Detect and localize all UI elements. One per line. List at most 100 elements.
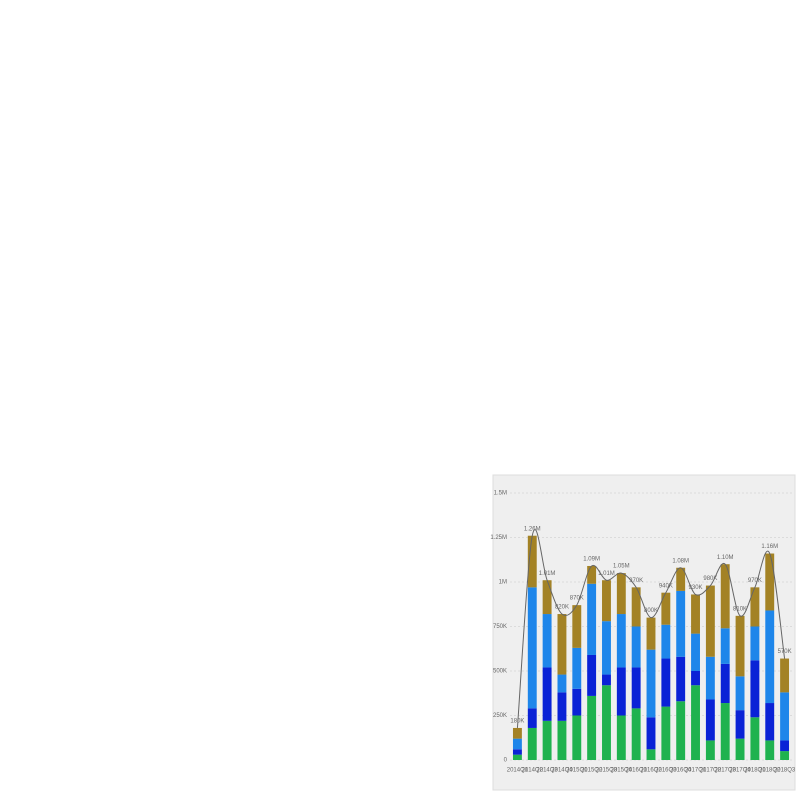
- data-label: 1.26M: [524, 526, 541, 532]
- data-label: 1.10M: [717, 555, 734, 561]
- bar-segment: [720, 628, 730, 664]
- bar-segment: [631, 667, 641, 709]
- bar-segment: [527, 727, 537, 760]
- bar-segment: [616, 667, 626, 716]
- bar-segment: [765, 703, 775, 741]
- data-label: 1.09M: [583, 557, 600, 563]
- bar-segment: [765, 553, 775, 611]
- bar-segment: [616, 573, 626, 615]
- x-tick-label: 2018Q3: [774, 768, 796, 774]
- bar-segment: [542, 580, 552, 615]
- bar-segment: [780, 658, 790, 693]
- data-label: 930K: [689, 585, 703, 591]
- bar-segment: [765, 610, 775, 704]
- y-tick-label: 1.25M: [490, 535, 507, 541]
- total-line: [516, 529, 786, 728]
- data-label: 1.05M: [613, 564, 630, 570]
- data-label: 940K: [659, 583, 673, 589]
- bar-segment: [691, 633, 700, 671]
- bar-segment: [616, 715, 626, 760]
- bar-segment: [557, 692, 567, 721]
- bar-segment: [735, 676, 745, 711]
- bar-segment: [705, 740, 715, 760]
- bar-segment: [512, 754, 522, 760]
- bar-segment: [646, 717, 656, 750]
- x-tick-label: 2014Q3: [536, 768, 558, 774]
- chart-panel: [492, 474, 796, 791]
- bar-segment: [691, 671, 700, 686]
- bar-segment: [646, 749, 656, 760]
- bar-segment: [735, 738, 745, 760]
- bar-segment: [557, 614, 567, 675]
- bar-segment: [661, 658, 671, 707]
- data-label: 180K: [510, 719, 524, 725]
- data-label: 570K: [778, 649, 792, 655]
- bar-segment: [557, 720, 567, 760]
- x-tick-label: 2018Q2: [759, 768, 781, 774]
- x-tick-label: 2017Q3: [715, 768, 737, 774]
- bar-segment: [631, 587, 641, 627]
- bar-segment: [735, 710, 745, 739]
- x-tick-label: 2014Q1: [507, 768, 529, 774]
- data-label: 870K: [570, 596, 584, 602]
- bar-segment: [616, 614, 626, 668]
- bar-segment: [676, 701, 686, 760]
- bar-segment: [557, 674, 567, 693]
- data-label: 970K: [748, 578, 762, 584]
- bar-segment: [750, 717, 760, 760]
- bar-segment: [691, 685, 700, 760]
- bar-segment: [705, 699, 715, 741]
- x-tick-label: 2016Q3: [655, 768, 677, 774]
- bar-segment: [542, 720, 552, 760]
- bar-segment: [512, 727, 522, 739]
- x-tick-label: 2016Q2: [640, 768, 662, 774]
- bar-segment: [602, 621, 611, 675]
- data-label: 1.16M: [761, 544, 778, 550]
- x-tick-label: 2017Q1: [685, 768, 707, 774]
- x-tick-label: 2017Q4: [729, 768, 751, 774]
- bar-segment: [587, 654, 597, 696]
- bar-segment: [676, 590, 686, 657]
- data-label: 1.01M: [598, 571, 615, 577]
- bar-segment: [527, 708, 537, 728]
- bar-segment: [587, 583, 597, 655]
- bar-segment: [705, 585, 715, 657]
- bar-segment: [587, 695, 597, 760]
- bar-segment: [572, 647, 582, 689]
- y-tick-label: 500K: [493, 669, 507, 675]
- bar-segment: [676, 656, 686, 702]
- bar-segment: [750, 587, 760, 627]
- bar-segment: [646, 617, 656, 650]
- bar-segment: [602, 674, 611, 686]
- bar-segment: [572, 688, 582, 716]
- bar-segment: [780, 692, 790, 741]
- bar-segment: [750, 626, 760, 661]
- bar-segment: [602, 685, 611, 760]
- bar-segment: [602, 580, 611, 622]
- bar-segment: [750, 660, 760, 718]
- x-tick-label: 2014Q4: [551, 768, 573, 774]
- bar-segment: [691, 594, 700, 634]
- bar-segment: [780, 751, 790, 760]
- x-tick-label: 2015Q2: [581, 768, 603, 774]
- bar-segment: [572, 605, 582, 648]
- bar-segment: [512, 749, 522, 755]
- y-tick-label: 1.5M: [494, 491, 507, 497]
- bar-segment: [780, 740, 790, 752]
- data-label: 1.01M: [539, 571, 556, 577]
- x-tick-label: 2017Q2: [700, 768, 722, 774]
- x-tick-label: 2018Q1: [744, 768, 766, 774]
- data-label: 810K: [733, 606, 747, 612]
- x-tick-label: 2015Q1: [566, 768, 588, 774]
- bar-segment: [527, 535, 537, 588]
- x-tick-label: 2015Q4: [611, 768, 633, 774]
- bar-segment: [512, 738, 522, 750]
- y-tick-label: 1M: [499, 580, 507, 586]
- bar-segment: [720, 703, 730, 760]
- bar-segment: [631, 626, 641, 668]
- x-tick-label: 2014Q2: [522, 768, 544, 774]
- x-tick-label: 2016Q1: [625, 768, 647, 774]
- bar-segment: [631, 708, 641, 760]
